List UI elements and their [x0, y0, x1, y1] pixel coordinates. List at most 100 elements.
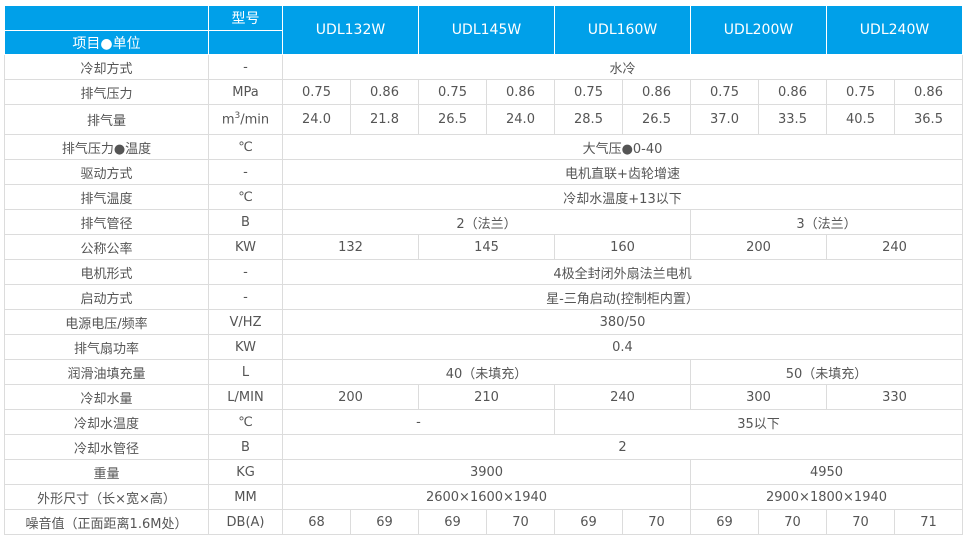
- row-unit: MM: [208, 484, 283, 510]
- table-row: 启动方式 - 星-三角启动(控制柜内置）: [4, 284, 963, 310]
- row-unit: ℃: [208, 184, 283, 210]
- value-cell: 35以下: [554, 409, 963, 435]
- row-unit: B: [208, 209, 283, 235]
- value-cell: 0.86: [758, 79, 827, 105]
- row-label: 冷却水管径: [4, 434, 209, 460]
- value-cell: 0.75: [690, 79, 759, 105]
- value-cell: 132: [282, 234, 419, 260]
- item-unit-label: 项目●单位: [4, 30, 209, 55]
- table-row: 外形尺寸（长×宽×高） MM 2600×1600×1940 2900×1800×194…: [4, 484, 963, 510]
- row-label: 排气压力: [4, 79, 209, 105]
- value-cell: 330: [826, 384, 963, 410]
- row-unit: ℃: [208, 409, 283, 435]
- row-unit: B: [208, 434, 283, 460]
- value-cell: 26.5: [622, 104, 691, 135]
- value-cell: 4极全封闭外扇法兰电机: [282, 259, 963, 285]
- value-cell: 50（未填充）: [690, 359, 963, 385]
- header-blank: [4, 5, 209, 31]
- row-unit: DB(A): [208, 509, 283, 535]
- value-cell: 大气压●0-40: [282, 134, 963, 160]
- table-row: 公称公率 KW 132 145 160 200 240: [4, 234, 963, 260]
- table-row: 电源电压/频率 V/HZ 380/50: [4, 309, 963, 335]
- value-cell: 0.86: [350, 79, 419, 105]
- value-cell: 40（未填充）: [282, 359, 691, 385]
- value-cell: 70: [486, 509, 555, 535]
- row-unit: L: [208, 359, 283, 385]
- row-unit: MPa: [208, 79, 283, 105]
- table-row: 排气压力 MPa 0.75 0.86 0.75 0.86 0.75 0.86 0.75 0.86 0…: [4, 79, 963, 105]
- value-cell: 2900×1800×1940: [690, 484, 963, 510]
- value-cell: -: [282, 409, 555, 435]
- value-cell: 28.5: [554, 104, 623, 135]
- row-label: 排气压力●温度: [4, 134, 209, 160]
- value-cell: 380/50: [282, 309, 963, 335]
- table-row: 驱动方式 - 电机直联+齿轮增速: [4, 159, 963, 185]
- value-cell: 星-三角启动(控制柜内置）: [282, 284, 963, 310]
- table-row: 排气量 m3/min 24.0 21.8 26.5 24.0 28.5 26.5 37.0 33.…: [4, 104, 963, 135]
- row-unit: V/HZ: [208, 309, 283, 335]
- value-cell: 0.4: [282, 334, 963, 360]
- row-label: 排气温度: [4, 184, 209, 210]
- row-label: 润滑油填充量: [4, 359, 209, 385]
- row-unit: L/MIN: [208, 384, 283, 410]
- row-unit: -: [208, 159, 283, 185]
- table-row: 润滑油填充量 L 40（未填充） 50（未填充）: [4, 359, 963, 385]
- value-cell: 33.5: [758, 104, 827, 135]
- value-cell: 200: [690, 234, 827, 260]
- value-cell: 26.5: [418, 104, 487, 135]
- row-label: 驱动方式: [4, 159, 209, 185]
- row-label: 公称公率: [4, 234, 209, 260]
- row-label: 排气管径: [4, 209, 209, 235]
- value-cell: 0.75: [554, 79, 623, 105]
- model-header: UDL132W: [282, 5, 419, 55]
- model-header: UDL160W: [554, 5, 691, 55]
- value-cell: 69: [418, 509, 487, 535]
- row-unit: m3/min: [208, 104, 283, 135]
- value-cell: 200: [282, 384, 419, 410]
- value-cell: 0.75: [282, 79, 351, 105]
- value-cell: 2600×1600×1940: [282, 484, 691, 510]
- value-cell: 145: [418, 234, 555, 260]
- value-cell: 0.75: [826, 79, 895, 105]
- value-cell: 2: [282, 434, 963, 460]
- value-cell: 40.5: [826, 104, 895, 135]
- value-cell: 300: [690, 384, 827, 410]
- table-row: 排气扇功率 KW 0.4: [4, 334, 963, 360]
- value-cell: 240: [826, 234, 963, 260]
- value-cell: 24.0: [486, 104, 555, 135]
- row-label: 噪音值（正面距离1.6M处）: [4, 509, 209, 535]
- model-label: 型号: [208, 5, 283, 31]
- value-cell: 71: [894, 509, 963, 535]
- value-cell: 0.86: [486, 79, 555, 105]
- value-cell: 电机直联+齿轮增速: [282, 159, 963, 185]
- row-label: 电源电压/频率: [4, 309, 209, 335]
- table-row: 电机形式 -4极全封闭外扇法兰电机: [4, 259, 963, 285]
- model-header: UDL145W: [418, 5, 555, 55]
- value-cell: 冷却水温度+13以下: [282, 184, 963, 210]
- table-row: 排气压力●温度 ℃ 大气压●0-40: [4, 134, 963, 160]
- value-cell: 69: [690, 509, 759, 535]
- row-unit: KW: [208, 334, 283, 360]
- row-label: 冷却水量: [4, 384, 209, 410]
- row-label: 冷却水温度: [4, 409, 209, 435]
- row-label: 排气扇功率: [4, 334, 209, 360]
- value-cell: 70: [826, 509, 895, 535]
- value-cell: 0.75: [418, 79, 487, 105]
- table-row: 冷却水管径 B 2: [4, 434, 963, 460]
- table-row: 排气温度 ℃ 冷却水温度+13以下: [4, 184, 963, 210]
- table-row: 冷却方式 - 水冷: [4, 54, 963, 80]
- table-row: 排气管径 B 2（法兰） 3（法兰）: [4, 209, 963, 235]
- row-label: 外形尺寸（长×宽×高）: [4, 484, 209, 510]
- value-cell: 240: [554, 384, 691, 410]
- superscript: 3: [234, 111, 241, 122]
- value-cell: 0.86: [622, 79, 691, 105]
- table-row: 冷却水量 L/MIN 200 210 240 300 330: [4, 384, 963, 410]
- value-cell: 2（法兰）: [282, 209, 691, 235]
- value-cell: 36.5: [894, 104, 963, 135]
- model-header: UDL240W: [826, 5, 963, 55]
- model-header: UDL200W: [690, 5, 827, 55]
- row-label: 启动方式: [4, 284, 209, 310]
- value-cell: 210: [418, 384, 555, 410]
- spec-table: 型号 UDL132W UDL145W UDL160W UDL200W UDL24…: [4, 5, 963, 535]
- value-cell: 69: [554, 509, 623, 535]
